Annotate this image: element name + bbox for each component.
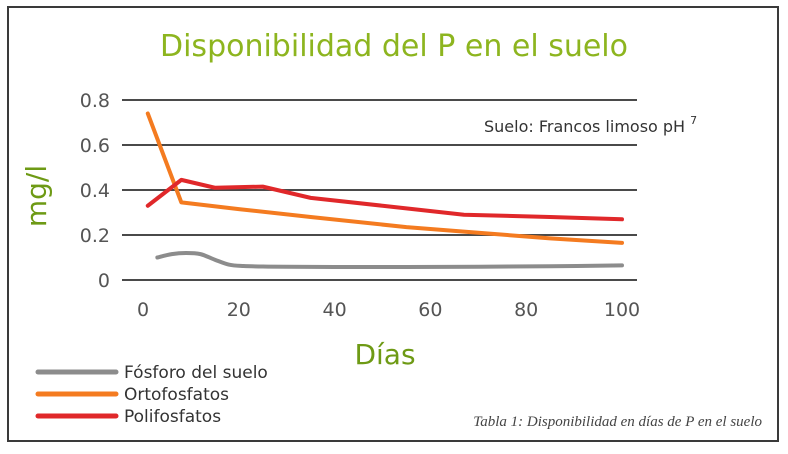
y-tick-label: 0.4 <box>80 180 110 202</box>
legend-label: Polifosfatos <box>124 407 221 427</box>
x-tick-label: 100 <box>604 299 640 321</box>
x-tick-label: 60 <box>418 299 442 321</box>
x-tick-label: 20 <box>227 299 251 321</box>
y-tick-label: 0.2 <box>80 225 110 247</box>
chart-caption: Tabla 1: Disponibilidad en días de P en … <box>473 414 762 430</box>
x-axis-label: Días <box>354 338 415 371</box>
y-tick-label: 0.8 <box>80 90 110 112</box>
y-tick-label: 0 <box>98 270 110 292</box>
chart-title: Disponibilidad del P en el suelo <box>160 29 628 64</box>
legend-label: Fósforo del suelo <box>124 363 268 383</box>
series-line-fosforo-del-suelo <box>155 251 624 269</box>
x-tick-label: 80 <box>514 299 538 321</box>
y-tick-label: 0.6 <box>80 135 110 157</box>
y-axis-ticks: 0 0.2 0.4 0.6 0.8 <box>80 90 110 292</box>
series-line-polifosfatos <box>145 177 624 222</box>
series-lines <box>145 111 624 269</box>
x-tick-label: 0 <box>137 299 149 321</box>
legend: Fósforo del sueloOrtofosfatosPolifosfato… <box>35 363 268 427</box>
legend-label: Ortofosfatos <box>124 385 229 405</box>
x-axis-ticks: 0 20 40 60 80 100 <box>137 299 640 321</box>
y-axis-label: mg/l <box>20 165 53 227</box>
grid-lines <box>122 99 637 281</box>
annotation-text: Suelo: Francos limoso pH <box>484 117 685 136</box>
chart-annotation: Suelo: Francos limoso pH 7 <box>484 114 697 136</box>
annotation-superscript: 7 <box>690 114 697 127</box>
series-line-ortofosfatos <box>145 111 624 245</box>
x-tick-label: 40 <box>323 299 347 321</box>
